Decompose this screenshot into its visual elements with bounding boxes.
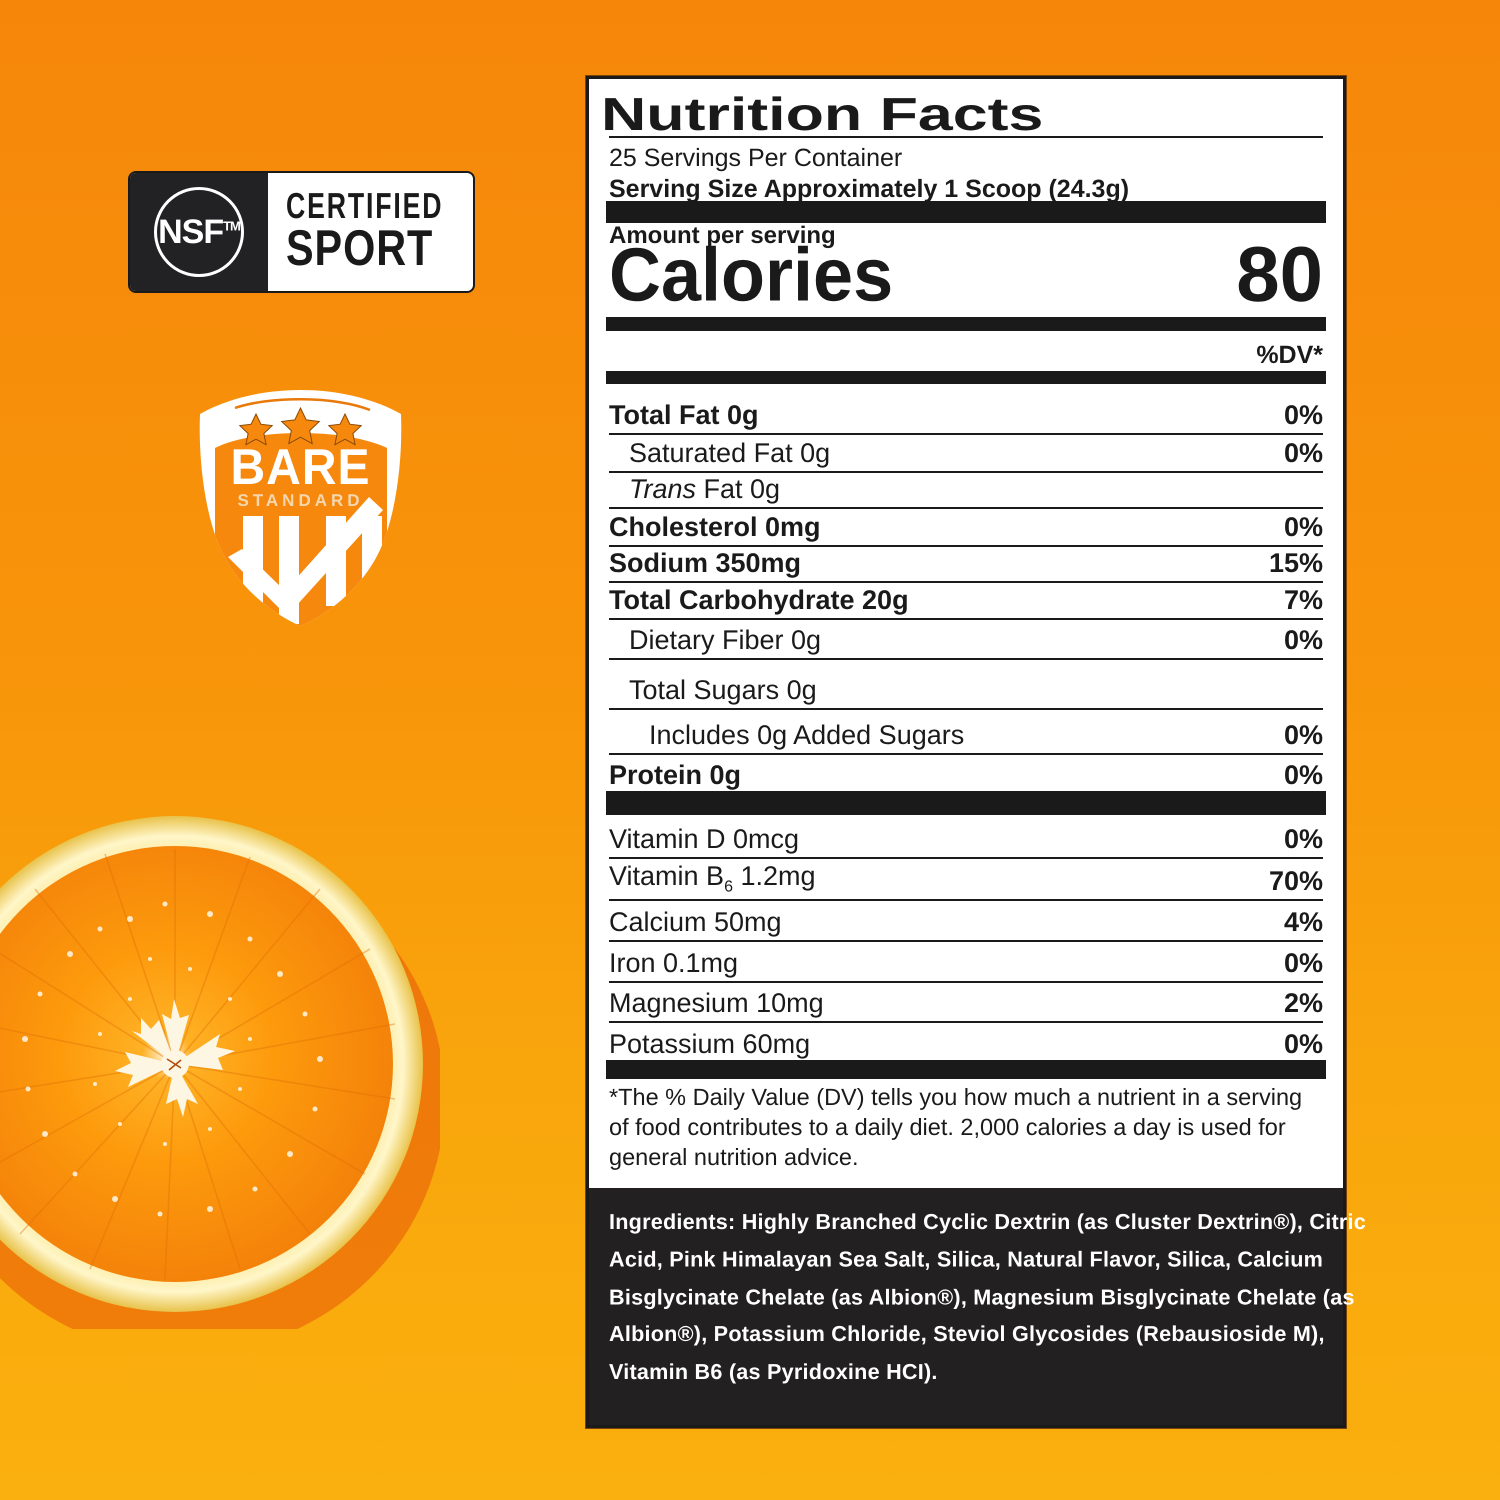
svg-text:STANDARD: STANDARD: [237, 491, 363, 510]
svg-text:BARE: BARE: [230, 440, 370, 496]
